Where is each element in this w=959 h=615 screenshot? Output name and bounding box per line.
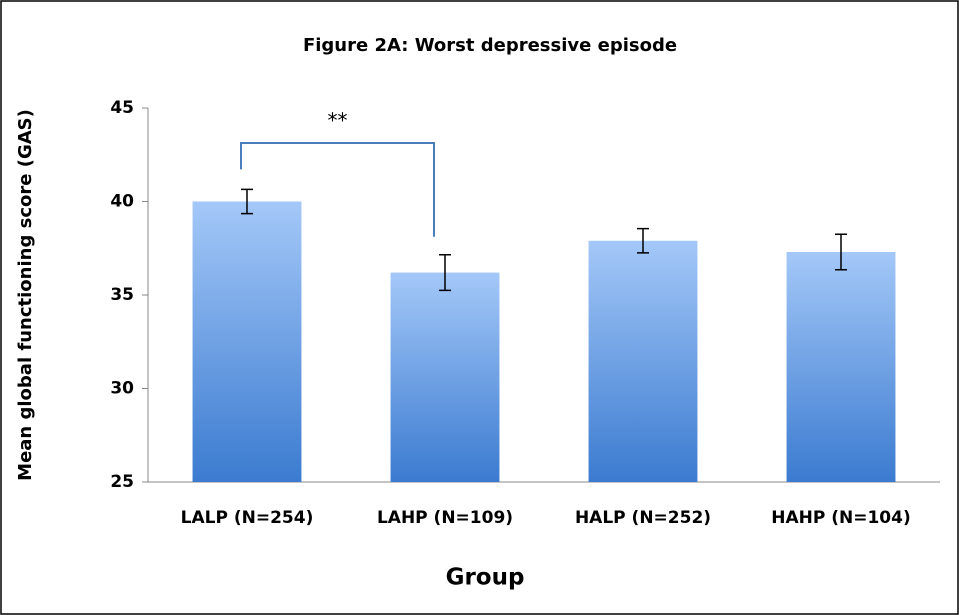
x-tick-label: LALP (N=254) — [181, 508, 314, 528]
x-tick-label: HALP (N=252) — [575, 508, 711, 528]
chart-title: Figure 2A: Worst depressive episode — [303, 35, 677, 56]
error-bar — [241, 188, 253, 215]
error-bar — [835, 233, 847, 271]
y-tick-label: 30 — [110, 379, 134, 399]
x-tick-label: LAHP (N=109) — [377, 508, 513, 528]
error-bar — [637, 227, 649, 254]
significance-label: ** — [328, 109, 348, 133]
x-tick-label: HAHP (N=104) — [771, 508, 911, 528]
y-tick-label: 25 — [110, 472, 134, 492]
bar — [390, 272, 500, 482]
bar — [192, 201, 302, 482]
significance-bracket — [240, 142, 435, 237]
y-tick-label: 35 — [110, 285, 134, 305]
x-axis-label: Group — [446, 565, 525, 591]
y-axis-label: Mean global functioning score (GAS) — [15, 109, 36, 481]
error-bar — [439, 254, 451, 292]
bar — [786, 251, 896, 482]
bar — [588, 240, 698, 482]
y-tick-label: 40 — [110, 192, 134, 212]
y-tick-label: 45 — [110, 98, 134, 118]
